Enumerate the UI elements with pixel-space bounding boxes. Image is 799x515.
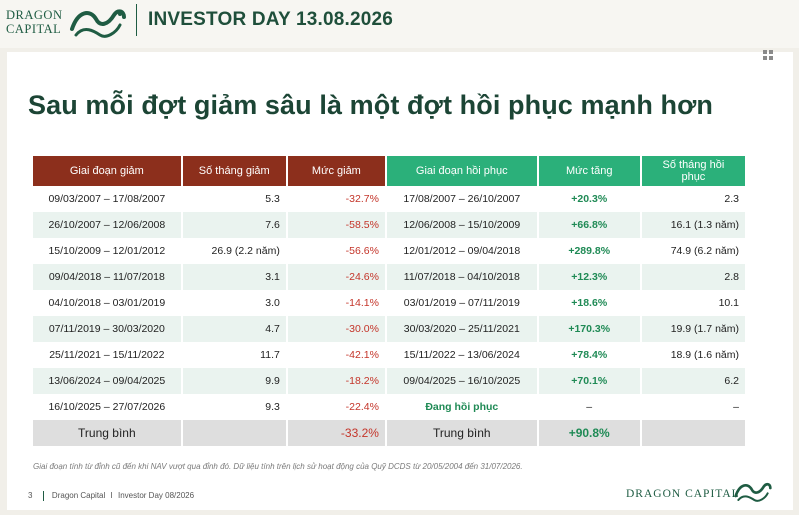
decline-period-cell: 26/10/2007 – 12/06/2008: [33, 212, 181, 238]
decline-months-cell: 26.9 (2.2 năm): [182, 238, 286, 264]
footer-separator: I: [110, 491, 113, 501]
table-row: 04/10/2018 – 03/01/2019 3.0 -14.1% 03/01/20…: [33, 290, 745, 316]
logo-line2: CAPITAL: [6, 22, 62, 36]
decline-months-cell: 4.7: [182, 316, 286, 342]
recovery-months-cell: –: [641, 394, 745, 420]
recovery-months-cell: 16.1 (1.3 năm): [641, 212, 745, 238]
decline-period-cell: 04/10/2018 – 03/01/2019: [33, 290, 181, 316]
grid-menu-icon[interactable]: [763, 50, 775, 62]
top-bar: DRAGON CAPITAL INVESTOR DAY 13.08.2026: [0, 0, 799, 48]
col-header-decline-months: Số tháng giảm: [182, 156, 286, 186]
recovery-period-cell: 03/01/2019 – 07/11/2019: [386, 290, 537, 316]
page-number: 3: [28, 491, 33, 501]
company-logo: DRAGON CAPITAL: [6, 8, 126, 38]
decline-period-cell: 07/11/2019 – 30/03/2020: [33, 316, 181, 342]
col-header-recovery-period: Giai đoạn hồi phục: [386, 156, 537, 186]
col-header-recovery-months: Số tháng hồi phục: [641, 156, 745, 186]
decline-pct-cell: -56.6%: [287, 238, 385, 264]
recovery-months-cell: 10.1: [641, 290, 745, 316]
col-header-decline-period: Giai đoạn giảm: [33, 156, 181, 186]
average-row: Trung bình -33.2% Trung bình +90.8%: [33, 420, 745, 446]
dragon-logo-icon: [734, 482, 772, 502]
decline-period-cell: 16/10/2025 – 27/07/2026: [33, 394, 181, 420]
logo-line1: DRAGON: [6, 8, 63, 22]
recovery-months-cell: 2.8: [641, 264, 745, 290]
footer-brand: DRAGON CAPITAL: [626, 488, 740, 500]
table-row: 15/10/2009 – 12/01/2012 26.9 (2.2 năm) -56…: [33, 238, 745, 264]
decline-pct-cell: -32.7%: [287, 186, 385, 212]
gain-pct-cell: +18.6%: [538, 290, 640, 316]
slide-headline: Sau mỗi đợt giảm sâu là một đợt hồi phục…: [28, 90, 714, 120]
table-row: 09/03/2007 – 17/08/2007 5.3 -32.7% 17/08/20…: [33, 186, 745, 212]
footer-divider: [42, 491, 44, 501]
gain-pct-cell: –: [538, 394, 640, 420]
average-label-cell: Trung bình: [33, 420, 181, 446]
decline-months-cell: 3.1: [182, 264, 286, 290]
table-row: 16/10/2025 – 27/07/2026 9.3 -22.4% Đang hồi…: [33, 394, 745, 420]
decline-months-cell: 7.6: [182, 212, 286, 238]
recovery-months-cell: 74.9 (6.2 năm): [641, 238, 745, 264]
decline-months-cell: 3.0: [182, 290, 286, 316]
decline-pct-cell: -30.0%: [287, 316, 385, 342]
decline-months-cell: 9.9: [182, 368, 286, 394]
decline-months-cell: 11.7: [182, 342, 286, 368]
footer-event: Investor Day 08/2026: [118, 491, 195, 501]
average-gain-cell: +90.8%: [538, 420, 640, 446]
gain-pct-cell: +289.8%: [538, 238, 640, 264]
decline-period-cell: 09/03/2007 – 17/08/2007: [33, 186, 181, 212]
table-row: 09/04/2018 – 11/07/2018 3.1 -24.6% 11/07/20…: [33, 264, 745, 290]
decline-pct-cell: -14.1%: [287, 290, 385, 316]
table-row: 25/11/2021 – 15/11/2022 11.7 -42.1% 15/11/2…: [33, 342, 745, 368]
recovery-months-cell: 2.3: [641, 186, 745, 212]
decline-months-cell: 5.3: [182, 186, 286, 212]
decline-period-cell: 15/10/2009 – 12/01/2012: [33, 238, 181, 264]
dragon-logo-icon: [70, 9, 126, 38]
gain-pct-cell: +12.3%: [538, 264, 640, 290]
col-header-gain-pct: Mức tăng: [538, 156, 640, 186]
col-header-decline-pct: Mức giảm: [287, 156, 385, 186]
table-row: 26/10/2007 – 12/06/2008 7.6 -58.5% 12/06/20…: [33, 212, 745, 238]
average-recovery-label-cell: Trung bình: [386, 420, 537, 446]
gain-pct-cell: +70.1%: [538, 368, 640, 394]
recovery-period-cell: Đang hồi phục: [386, 394, 537, 420]
recovery-months-cell: 6.2: [641, 368, 745, 394]
recovery-period-cell: 30/03/2020 – 25/11/2021: [386, 316, 537, 342]
recovery-period-cell: 12/01/2012 – 09/04/2018: [386, 238, 537, 264]
recovery-period-cell: 15/11/2022 – 13/06/2024: [386, 342, 537, 368]
table-row: 13/06/2024 – 09/04/2025 9.9 -18.2% 09/04/20…: [33, 368, 745, 394]
recovery-months-cell: 19.9 (1.7 năm): [641, 316, 745, 342]
recovery-period-cell: 09/04/2025 – 16/10/2025: [386, 368, 537, 394]
logo-text: DRAGON CAPITAL: [6, 8, 62, 36]
decline-period-cell: 13/06/2024 – 09/04/2025: [33, 368, 181, 394]
gain-pct-cell: +20.3%: [538, 186, 640, 212]
decline-pct-cell: -22.4%: [287, 394, 385, 420]
recovery-period-cell: 11/07/2018 – 04/10/2018: [386, 264, 537, 290]
gain-pct-cell: +170.3%: [538, 316, 640, 342]
average-empty-cell: [182, 420, 286, 446]
decline-period-cell: 25/11/2021 – 15/11/2022: [33, 342, 181, 368]
footer-left: 3 Dragon Capital I Investor Day 08/2026: [28, 491, 194, 501]
header-divider: [136, 4, 137, 36]
footnote: Giai đoạn tính từ đỉnh cũ đến khi NAV vư…: [33, 462, 523, 471]
average-decline-cell: -33.2%: [287, 420, 385, 446]
gain-pct-cell: +66.8%: [538, 212, 640, 238]
decline-pct-cell: -24.6%: [287, 264, 385, 290]
decline-months-cell: 9.3: [182, 394, 286, 420]
decline-pct-cell: -18.2%: [287, 368, 385, 394]
recovery-months-cell: 18.9 (1.6 năm): [641, 342, 745, 368]
event-title: INVESTOR DAY 13.08.2026: [148, 9, 394, 30]
table-header-row: Giai đoạn giảm Số tháng giảm Mức giảm Gi…: [33, 156, 745, 186]
decline-pct-cell: -58.5%: [287, 212, 385, 238]
gain-pct-cell: +78.4%: [538, 342, 640, 368]
decline-pct-cell: -42.1%: [287, 342, 385, 368]
average-empty-cell: [641, 420, 745, 446]
recovery-period-cell: 12/06/2008 – 15/10/2009: [386, 212, 537, 238]
footer-company: Dragon Capital: [51, 491, 106, 501]
recovery-period-cell: 17/08/2007 – 26/10/2007: [386, 186, 537, 212]
table-row: 07/11/2019 – 30/03/2020 4.7 -30.0% 30/03/20…: [33, 316, 745, 342]
decline-period-cell: 09/04/2018 – 11/07/2018: [33, 264, 181, 290]
drawdown-recovery-table: Giai đoạn giảm Số tháng giảm Mức giảm Gi…: [31, 156, 747, 446]
